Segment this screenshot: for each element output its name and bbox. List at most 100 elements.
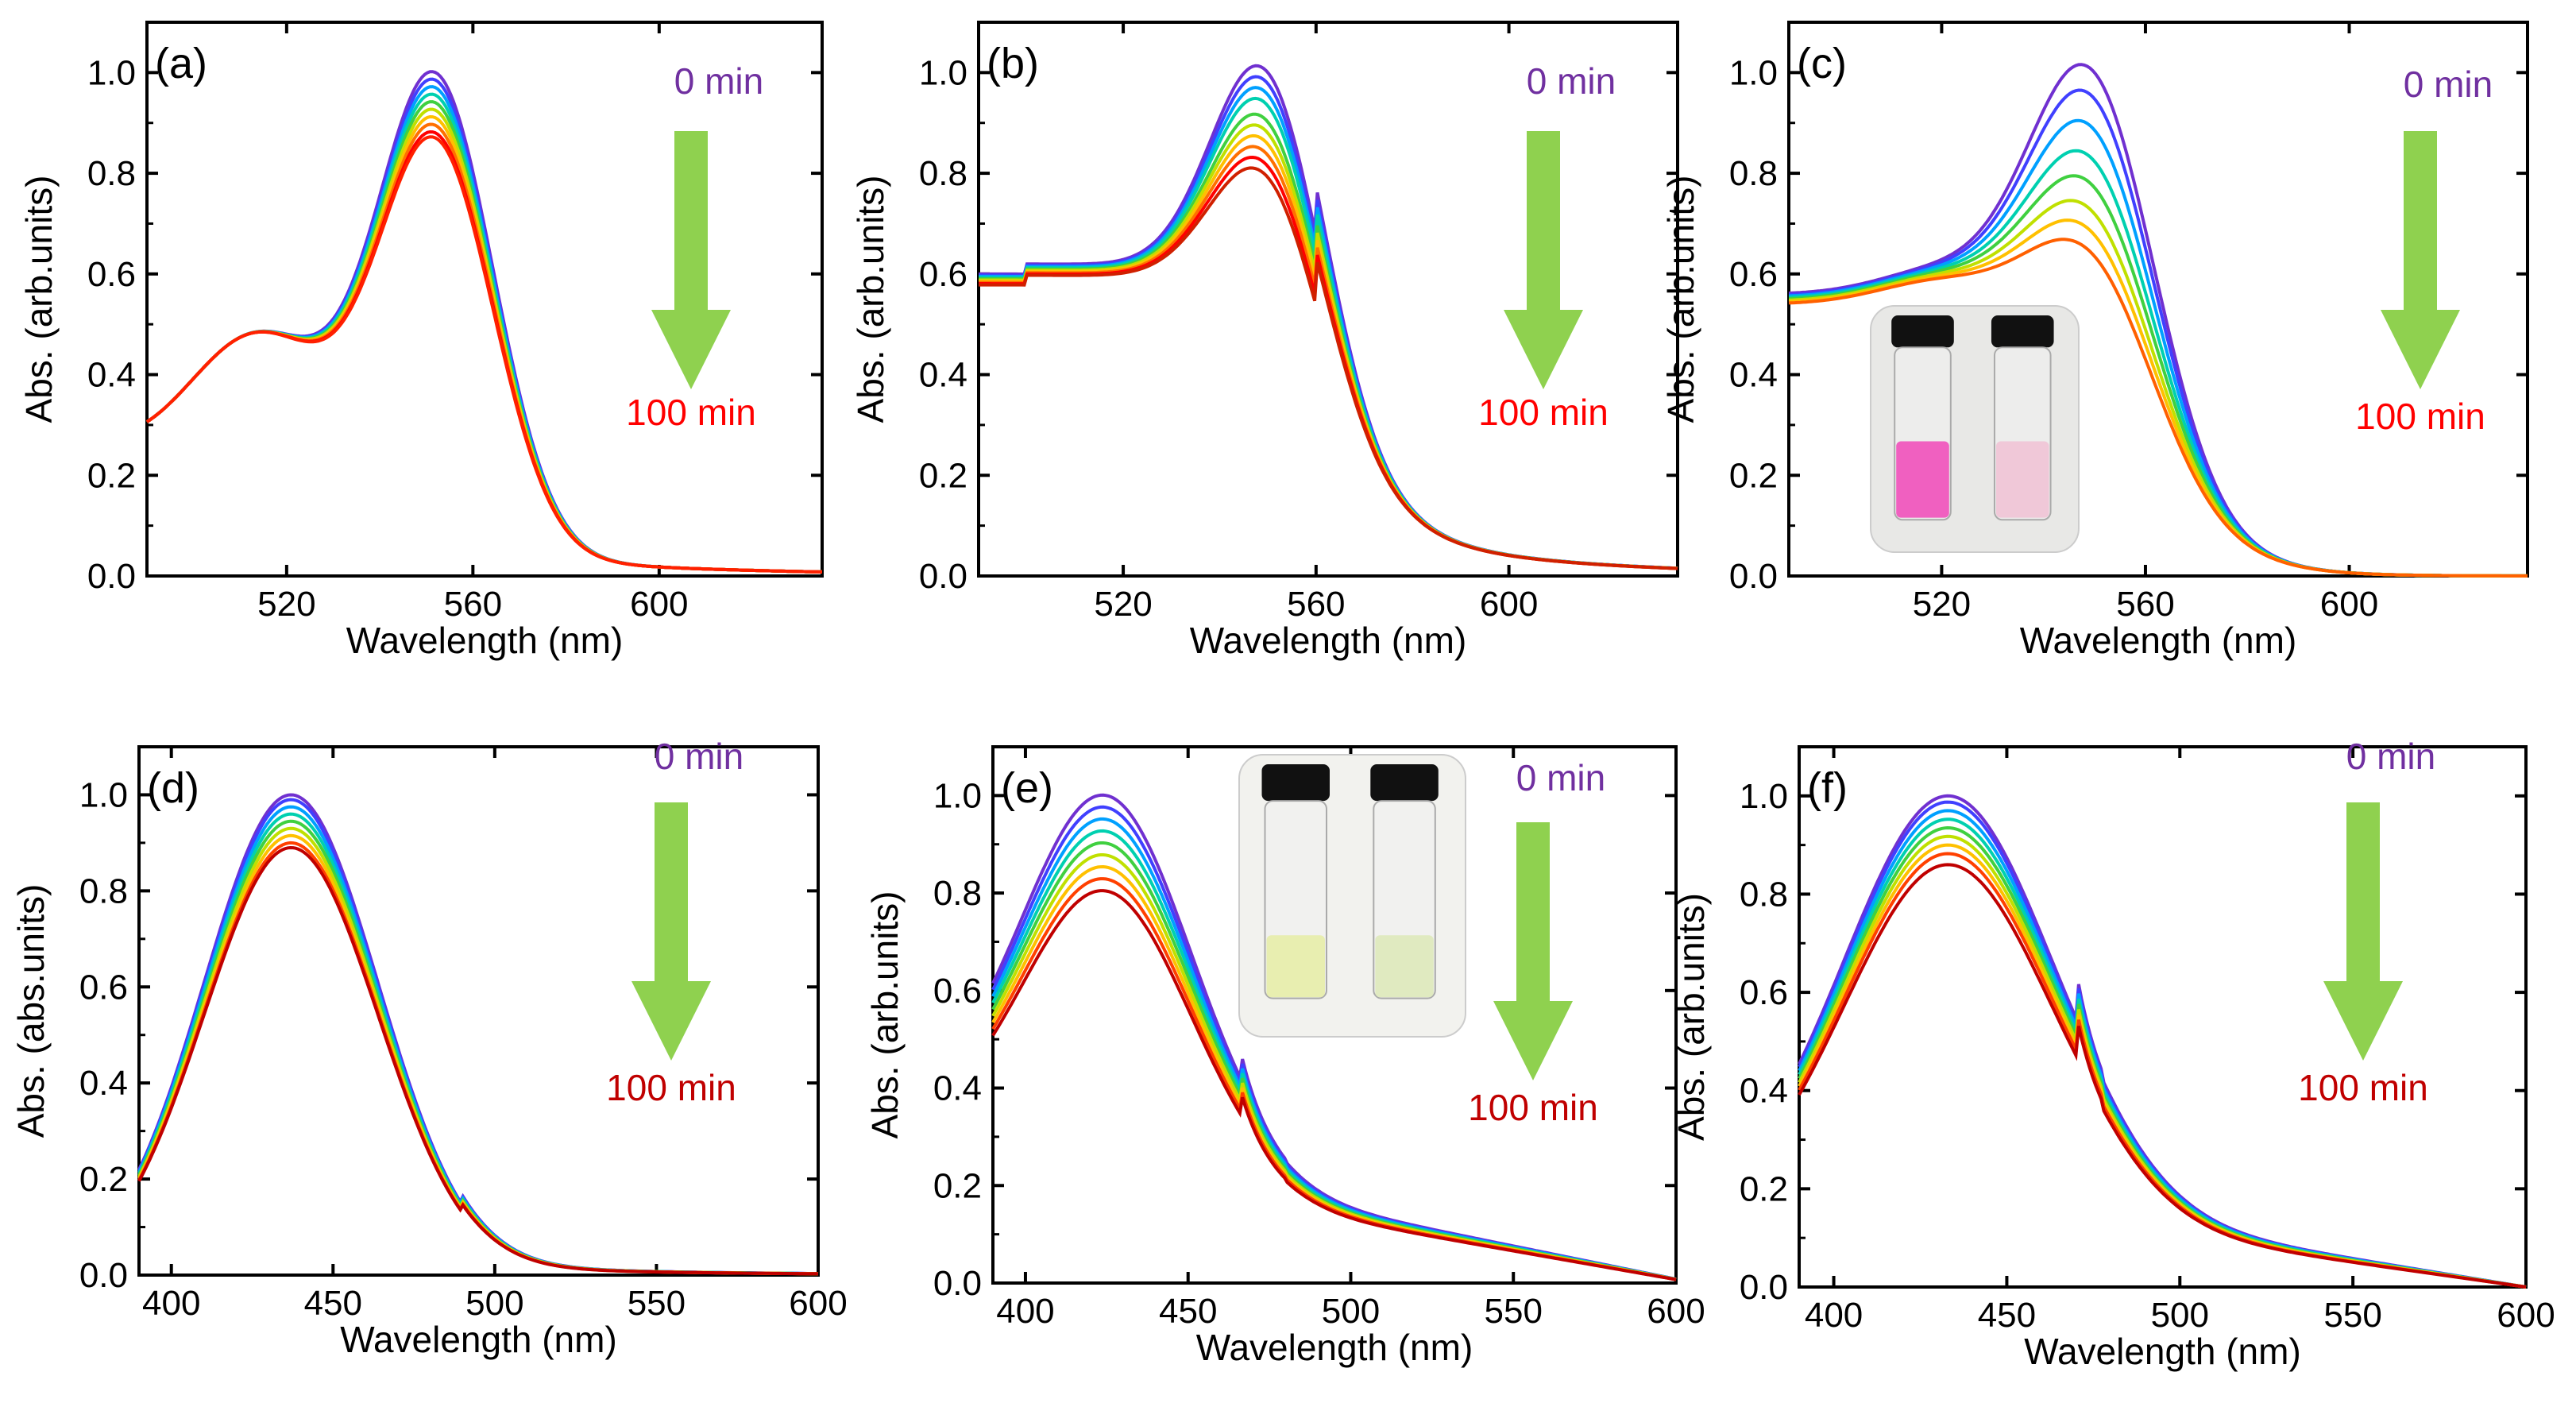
x-tick-label: 550 [1485, 1292, 1543, 1331]
x-tick-label: 560 [1287, 585, 1345, 624]
inset-photo-vials [1870, 305, 2080, 553]
panel-label: (d) [147, 764, 199, 812]
y-tick-label: 0.2 [1729, 456, 1778, 495]
y-tick-label: 0.0 [87, 557, 136, 596]
series-line [979, 133, 1678, 570]
y-tick-label: 0.2 [79, 1160, 128, 1199]
time-start-label: 0 min [655, 736, 743, 777]
series-line [1798, 863, 2527, 1289]
series-line [978, 112, 1678, 570]
vial-cap [1261, 764, 1330, 802]
time-arrow [2381, 131, 2460, 389]
x-tick-label: 400 [1805, 1296, 1863, 1335]
y-tick-label: 0.6 [1729, 255, 1778, 294]
y-tick-label: 0.8 [933, 874, 982, 913]
y-tick-label: 0.6 [79, 968, 128, 1007]
series-line [145, 107, 822, 574]
time-start-label: 0 min [674, 60, 763, 102]
plot-frame [137, 745, 820, 1277]
x-tick-label: 400 [142, 1284, 200, 1323]
series-line [979, 166, 1678, 570]
series-line [991, 889, 1677, 1281]
y-tick-label: 1.0 [1740, 777, 1788, 816]
series-line [137, 841, 818, 1276]
vial-liquid [1266, 935, 1325, 998]
series-line [145, 135, 822, 574]
y-tick-label: 0.6 [933, 972, 982, 1011]
y-tick-label: 0.6 [87, 255, 136, 294]
vial-liquid [1375, 935, 1434, 998]
series-line [137, 805, 818, 1276]
chart-panel-c: 0.0 0.2 0.4 0.6 0.8 1.0 520 560 600 Wavelength (n… [1660, 21, 2529, 661]
series-line [1798, 843, 2527, 1289]
x-axis-label: Wavelength (nm) [340, 1319, 617, 1360]
time-end-label: 100 min [2298, 1067, 2428, 1108]
time-start-label: 0 min [2346, 736, 2435, 777]
y-tick-label: 0.0 [79, 1256, 128, 1295]
y-tick-label: 0.2 [87, 456, 136, 495]
x-axis-label: Wavelength (nm) [2024, 1331, 2301, 1372]
time-end-label: 100 min [606, 1067, 736, 1108]
y-tick-label: 0.2 [919, 456, 967, 495]
chart-panel-d: 0.0 0.2 0.4 0.6 0.8 1.0 400 450 500 550 600 Wavelen… [10, 736, 848, 1360]
series-line [137, 793, 819, 1276]
x-tick-label: 560 [444, 585, 502, 624]
x-axis-label: Wavelength (nm) [2020, 620, 2297, 661]
time-end-label: 100 min [2355, 396, 2485, 437]
y-tick-label: 1.0 [87, 53, 136, 92]
series-line [979, 155, 1678, 570]
series-line [137, 812, 819, 1276]
y-tick-label: 0.0 [933, 1264, 982, 1303]
y-tick-label: 0.0 [919, 557, 967, 596]
x-tick-label: 600 [789, 1284, 847, 1323]
y-tick-label: 0.6 [1740, 973, 1788, 1012]
x-tick-label: 600 [2497, 1296, 2555, 1335]
time-end-label: 100 min [1468, 1087, 1598, 1128]
x-tick-label: 520 [1913, 585, 1971, 624]
time-arrow [631, 802, 711, 1061]
y-axis-label: Abs. (arb.units) [864, 891, 906, 1139]
time-arrow [651, 131, 731, 389]
y-tick-label: 1.0 [919, 53, 967, 92]
time-arrow [1504, 131, 1583, 389]
y-tick-label: 0.8 [1729, 154, 1778, 193]
y-tick-label: 0.4 [87, 356, 136, 395]
time-start-label: 0 min [1516, 757, 1605, 798]
panel-label: (f) [1807, 764, 1848, 812]
vial-cap [1991, 315, 2054, 348]
inset-photo-vials [1238, 754, 1466, 1038]
y-tick-label: 0.4 [79, 1064, 128, 1103]
plot-frame [977, 21, 1679, 578]
series-line [145, 100, 822, 574]
time-end-label: 100 min [626, 392, 756, 433]
y-axis-label: Abs. (arb.units) [18, 176, 60, 423]
x-tick-label: 520 [257, 585, 315, 624]
y-tick-label: 1.0 [1729, 53, 1778, 92]
y-tick-label: 0.4 [1740, 1072, 1788, 1111]
series-line [1798, 800, 2527, 1289]
series-line [1798, 825, 2527, 1289]
y-tick-label: 0.2 [1740, 1169, 1788, 1208]
x-tick-label: 560 [2116, 585, 2174, 624]
x-tick-label: 500 [2151, 1296, 2209, 1335]
y-tick-label: 0.8 [87, 154, 136, 193]
y-axis-label: Abs. (arb.units) [1660, 176, 1701, 423]
y-axis-label: Abs. (arb.units) [1670, 893, 1712, 1141]
y-tick-label: 0.2 [933, 1166, 982, 1205]
x-tick-label: 450 [1159, 1292, 1217, 1331]
series-line [979, 145, 1678, 570]
series-line [137, 819, 818, 1276]
series-line [137, 826, 818, 1276]
y-tick-label: 0.8 [919, 154, 967, 193]
plot-frame [1798, 745, 2528, 1289]
x-tick-label: 500 [465, 1284, 523, 1323]
panel-label: (b) [987, 40, 1039, 87]
x-tick-label: 450 [1978, 1296, 2036, 1335]
series-line [137, 833, 819, 1276]
x-tick-label: 600 [1647, 1292, 1705, 1331]
x-tick-label: 550 [2323, 1296, 2381, 1335]
y-axis-label: Abs. (abs.units) [10, 884, 52, 1138]
time-end-label: 100 min [1478, 392, 1609, 433]
y-tick-label: 1.0 [933, 776, 982, 815]
